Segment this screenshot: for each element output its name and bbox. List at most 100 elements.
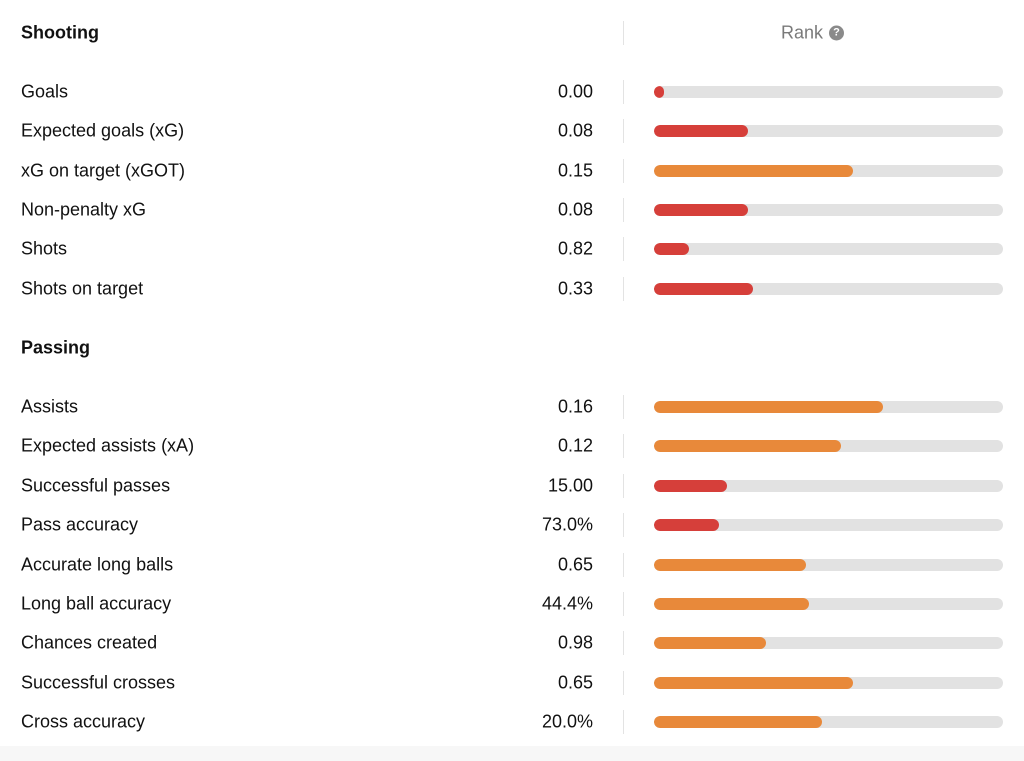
stat-row-chances-created: Chances created 0.98 (0, 623, 1024, 663)
stat-label: Successful passes (21, 475, 171, 496)
rank-bar-fill (654, 125, 749, 137)
stat-value: 0.98 (557, 632, 593, 653)
stat-value: 20.0% (541, 711, 593, 732)
rank-column-header: Rank ? (781, 22, 845, 44)
stat-label: Non-penalty xG (21, 199, 147, 220)
rank-bar-track (654, 86, 1003, 98)
stat-row-long-ball-accuracy: Long ball accuracy 44.4% (0, 584, 1024, 624)
column-divider (623, 237, 624, 261)
stat-value: 0.65 (557, 554, 593, 575)
section-header-shooting: Shooting Rank ? (0, 13, 1024, 53)
stat-label: Goals (21, 81, 69, 102)
rank-bar-track (654, 559, 1003, 571)
stat-label: Accurate long balls (21, 554, 174, 575)
stat-label: Successful crosses (21, 672, 176, 693)
stat-value: 0.08 (557, 120, 593, 141)
section-header-passing: Passing (0, 328, 1024, 368)
rank-bar-track (654, 440, 1003, 452)
footer-strip (0, 746, 1024, 761)
stat-label: Shots on target (21, 278, 144, 299)
column-divider (623, 80, 624, 104)
section-title: Passing (21, 337, 91, 358)
stat-row-pass-accuracy: Pass accuracy 73.0% (0, 505, 1024, 545)
rank-bar-track (654, 637, 1003, 649)
rank-bar-fill (654, 401, 883, 413)
rank-bar-fill (654, 86, 665, 98)
rank-bar-track (654, 125, 1003, 137)
stat-value: 0.00 (557, 81, 593, 102)
stat-value: 0.15 (557, 160, 593, 181)
stat-value: 73.0% (541, 514, 593, 535)
column-divider (623, 434, 624, 458)
rank-bar-fill (654, 519, 719, 531)
column-divider (623, 553, 624, 577)
stat-label: Expected assists (xA) (21, 435, 195, 456)
column-divider (623, 513, 624, 537)
rank-bar-track (654, 598, 1003, 610)
rank-bar-fill (654, 283, 754, 295)
stat-row-successful-passes: Successful passes 15.00 (0, 466, 1024, 506)
stat-value: 44.4% (541, 593, 593, 614)
section-title: Shooting (21, 22, 99, 43)
stat-row-expected-assists: Expected assists (xA) 0.12 (0, 426, 1024, 466)
stat-value: 15.00 (547, 475, 593, 496)
stat-row-assists: Assists 0.16 (0, 387, 1024, 427)
stat-label: xG on target (xGOT) (21, 160, 186, 181)
rank-bar-fill (654, 559, 806, 571)
rank-bar-track (654, 519, 1003, 531)
stat-row-accurate-long-balls: Accurate long balls 0.65 (0, 545, 1024, 585)
column-divider (623, 21, 624, 45)
stat-label: Chances created (21, 632, 158, 653)
stat-value: 0.82 (557, 238, 593, 259)
stat-row-cross-accuracy: Cross accuracy 20.0% (0, 702, 1024, 742)
column-divider (623, 592, 624, 616)
column-divider (623, 710, 624, 734)
rank-bar-track (654, 480, 1003, 492)
stat-label: Cross accuracy (21, 711, 146, 732)
stat-value: 0.33 (557, 278, 593, 299)
question-circle-icon[interactable]: ? (829, 25, 845, 41)
column-divider (623, 277, 624, 301)
rank-bar-fill (654, 716, 822, 728)
rank-bar-track (654, 677, 1003, 689)
stat-value: 0.16 (557, 396, 593, 417)
stat-label: Shots (21, 238, 68, 259)
column-divider (623, 671, 624, 695)
stat-label: Expected goals (xG) (21, 120, 185, 141)
rank-bar-track (654, 243, 1003, 255)
rank-bar-fill (654, 243, 689, 255)
column-divider (623, 198, 624, 222)
stat-row-shots: Shots 0.82 (0, 229, 1024, 269)
rank-bar-track (654, 204, 1003, 216)
column-divider (623, 395, 624, 419)
stat-label: Pass accuracy (21, 514, 139, 535)
stat-row-expected-goals: Expected goals (xG) 0.08 (0, 111, 1024, 151)
rank-bar-track (654, 165, 1003, 177)
rank-bar-fill (654, 598, 810, 610)
column-divider (623, 474, 624, 498)
rank-header-label: Rank (781, 22, 824, 43)
column-divider (623, 159, 624, 183)
rank-bar-fill (654, 440, 841, 452)
rank-bar-fill (654, 204, 749, 216)
stat-row-non-penalty-xg: Non-penalty xG 0.08 (0, 190, 1024, 230)
rank-bar-fill (654, 637, 766, 649)
rank-bar-track (654, 401, 1003, 413)
stat-value: 0.08 (557, 199, 593, 220)
rank-bar-track (654, 283, 1003, 295)
rank-bar-fill (654, 480, 728, 492)
stat-row-goals: Goals 0.00 (0, 72, 1024, 112)
stat-row-successful-crosses: Successful crosses 0.65 (0, 663, 1024, 703)
rank-bar-fill (654, 165, 853, 177)
rank-bar-fill (654, 677, 853, 689)
stat-label: Assists (21, 396, 79, 417)
stat-label: Long ball accuracy (21, 593, 172, 614)
rank-bar-track (654, 716, 1003, 728)
stat-value: 0.12 (557, 435, 593, 456)
stat-row-shots-on-target: Shots on target 0.33 (0, 269, 1024, 309)
column-divider (623, 119, 624, 143)
stat-value: 0.65 (557, 672, 593, 693)
column-divider (623, 631, 624, 655)
stat-row-xg-on-target: xG on target (xGOT) 0.15 (0, 151, 1024, 191)
